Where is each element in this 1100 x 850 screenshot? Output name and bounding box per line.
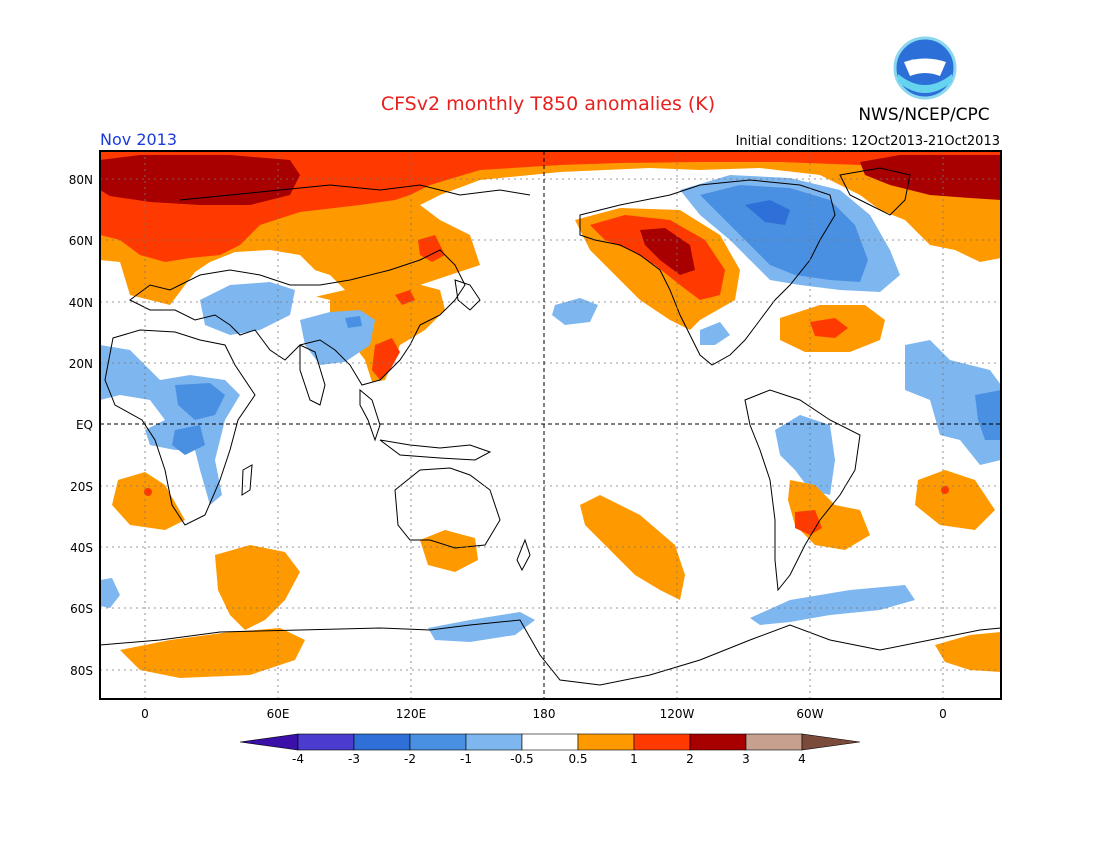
noaa-logo: NOAA bbox=[893, 36, 957, 100]
south-atlantic-warm-core bbox=[144, 488, 152, 496]
colorbar-label: -0.5 bbox=[510, 752, 533, 766]
coast-eurasia bbox=[129, 249, 466, 386]
lon-label: 120E bbox=[396, 707, 427, 721]
colorbar-lower-arrow bbox=[239, 733, 299, 751]
south-atlantic-warm-west bbox=[112, 472, 185, 530]
lon-label: 0 bbox=[141, 707, 149, 721]
lon-axis: 0 60E 120E 180 120W 60W 0 bbox=[141, 707, 947, 721]
coast-antarctica bbox=[100, 619, 1001, 686]
caribbean-cool bbox=[700, 322, 730, 345]
southern-ocean-cool-east bbox=[750, 585, 915, 625]
pacific-cool-patch bbox=[552, 298, 598, 325]
colorbar-upper-arrow bbox=[801, 733, 861, 751]
valid-month-label: Nov 2013 bbox=[100, 130, 177, 149]
coast-greenland bbox=[839, 167, 911, 216]
graticule bbox=[100, 151, 1001, 699]
lon-label: 60W bbox=[796, 707, 823, 721]
east-asia-warm bbox=[330, 282, 445, 382]
colorbar-label: -2 bbox=[404, 752, 416, 766]
europe-cool-patch bbox=[200, 282, 295, 335]
lat-label: 80N bbox=[69, 173, 93, 187]
lon-label: 60E bbox=[267, 707, 290, 721]
coast-north-america bbox=[579, 179, 836, 366]
initial-conditions-label: Initial conditions: 12Oct2013-21Oct2013 bbox=[736, 134, 1000, 149]
canada-cool-strong bbox=[700, 185, 868, 282]
colorbar-label: -3 bbox=[348, 752, 360, 766]
coast-new-zealand bbox=[516, 538, 531, 572]
colorbar-swatch bbox=[689, 733, 747, 751]
reference-lines bbox=[100, 151, 1001, 699]
colorbar-label: 0.5 bbox=[568, 752, 587, 766]
colorbar-label: 4 bbox=[798, 752, 806, 766]
east-atlantic-cool-strong bbox=[975, 390, 1001, 440]
lat-axis: 80N 60N 40N 20N EQ 20S 40S 60S 80S bbox=[69, 173, 93, 678]
anomaly-fields bbox=[100, 151, 1001, 678]
colorbar-label: 2 bbox=[686, 752, 694, 766]
south-america-cool bbox=[775, 415, 835, 495]
coastlines bbox=[100, 167, 1001, 686]
coast-india bbox=[299, 344, 326, 406]
lat-label: 20S bbox=[70, 480, 93, 494]
agency-label: NWS/NCEP/CPC bbox=[858, 105, 989, 125]
coast-africa bbox=[104, 329, 256, 526]
chart-title: CFSv2 monthly T850 anomalies (K) bbox=[381, 93, 715, 115]
coast-indonesia bbox=[379, 439, 492, 461]
lat-label: 60S bbox=[70, 602, 93, 616]
lon-label: 120W bbox=[660, 707, 695, 721]
map-area bbox=[99, 150, 1002, 700]
antarctic-warm-west bbox=[120, 628, 305, 678]
coast-se-asia bbox=[359, 388, 381, 442]
arctic-darkest-east bbox=[860, 155, 1001, 200]
north-atlantic-warm-core bbox=[810, 318, 848, 338]
coast-madagascar bbox=[241, 464, 253, 496]
colorbar-swatch bbox=[409, 733, 467, 751]
lon-label: 0 bbox=[939, 707, 947, 721]
colorbar-label: 3 bbox=[742, 752, 750, 766]
coast-australia bbox=[394, 467, 501, 549]
indian-ocean-warm bbox=[215, 545, 300, 630]
south-atlantic-warm-east-core bbox=[941, 486, 949, 494]
colorbar-swatch bbox=[633, 733, 691, 751]
east-asia-warm-core bbox=[372, 338, 400, 380]
southern-ocean-cool-mid bbox=[428, 612, 535, 642]
coast-arctic-russia bbox=[179, 184, 531, 201]
east-atlantic-cool bbox=[905, 340, 1001, 465]
colorbar-label: 1 bbox=[630, 752, 638, 766]
southern-ocean-cool-west bbox=[100, 578, 120, 608]
australia-south-warm bbox=[420, 530, 478, 572]
lat-label: 20N bbox=[69, 357, 93, 371]
colorbar-swatch bbox=[521, 733, 579, 751]
china-warm-core bbox=[395, 290, 415, 305]
lat-label: 80S bbox=[70, 664, 93, 678]
lon-label: 180 bbox=[533, 707, 556, 721]
lat-label: 40N bbox=[69, 296, 93, 310]
colorbar-swatch bbox=[353, 733, 411, 751]
south-atlantic-warm-east bbox=[915, 470, 995, 530]
arctic-strong-warm bbox=[100, 151, 1001, 262]
tibet-cool-core bbox=[345, 316, 362, 328]
colorbar: -4 -3 -2 -1 -0.5 0.5 1 2 3 4 bbox=[239, 733, 861, 766]
lat-label: 60N bbox=[69, 234, 93, 248]
colorbar-label: -1 bbox=[460, 752, 472, 766]
map-frame bbox=[99, 150, 1002, 700]
africa-cool-strong bbox=[175, 383, 225, 420]
antarctic-warm-east bbox=[935, 632, 1001, 672]
colorbar-label: -4 bbox=[292, 752, 304, 766]
colorbar-swatch bbox=[577, 733, 635, 751]
siberia-warm-core bbox=[418, 235, 445, 262]
colorbar-swatch bbox=[297, 733, 355, 751]
logo-text: NOAA bbox=[911, 59, 940, 69]
coast-south-america bbox=[744, 389, 861, 592]
south-pacific-warm bbox=[580, 495, 685, 600]
canada-cool-core bbox=[745, 200, 790, 225]
colorbar-swatch bbox=[745, 733, 803, 751]
lat-label: EQ bbox=[76, 418, 93, 432]
lat-label: 40S bbox=[70, 541, 93, 555]
coast-japan bbox=[454, 279, 481, 311]
colorbar-swatch bbox=[465, 733, 523, 751]
africa-cool-core bbox=[172, 425, 205, 455]
